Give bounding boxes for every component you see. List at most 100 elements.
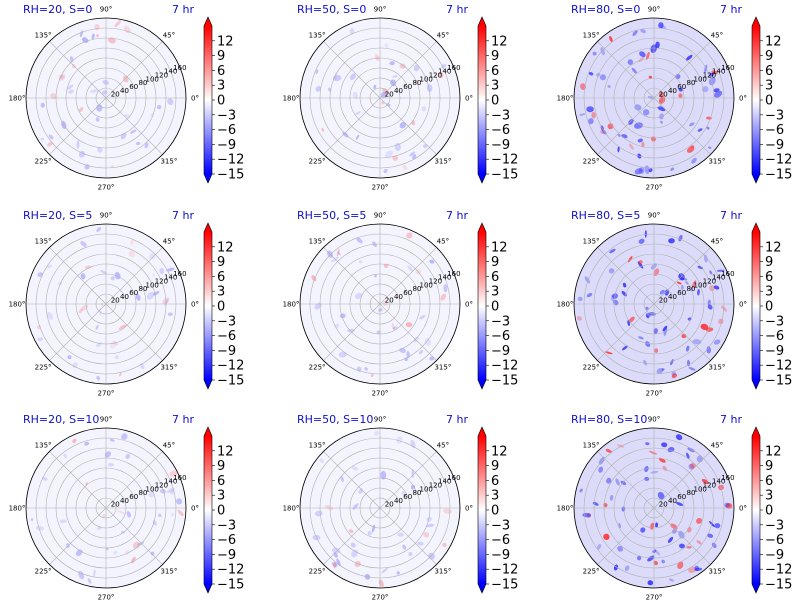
negative-anomaly (609, 248, 616, 254)
negative-anomaly (63, 453, 68, 459)
negative-anomaly (647, 580, 654, 586)
colorbar-tick-label: −9 (765, 548, 784, 563)
angle-tick-label: 180° (9, 95, 26, 103)
colorbar-tick-label: −15 (217, 168, 244, 183)
positive-anomaly (676, 281, 682, 285)
negative-anomaly (80, 241, 87, 247)
positive-anomaly (406, 232, 413, 239)
radial-tick-label: 100 (146, 281, 159, 289)
negative-anomaly (645, 341, 651, 348)
negative-anomaly (689, 122, 695, 127)
polar-frame (573, 427, 735, 589)
colorbar-tick-label: −15 (491, 374, 518, 389)
negative-anomaly (150, 551, 155, 556)
angular-gridline (653, 303, 711, 361)
radial-tick-label: 120 (703, 482, 716, 490)
negative-anomaly (167, 98, 174, 106)
negative-anomaly (714, 523, 721, 529)
negative-anomaly (423, 144, 428, 149)
negative-anomaly (157, 105, 162, 110)
negative-anomaly (35, 525, 45, 531)
colorbar-extend-max (204, 427, 212, 436)
polar-frame (25, 223, 187, 385)
negative-anomaly (356, 237, 363, 244)
negative-anomaly (392, 326, 398, 330)
angle-tick-label: 270° (372, 184, 389, 192)
angle-tick-label: 135° (583, 442, 600, 450)
negative-anomaly (713, 285, 720, 290)
positive-anomaly (653, 560, 659, 566)
colorbar-tick-label: −12 (217, 153, 244, 168)
angle-tick-label: 90° (100, 212, 112, 220)
negative-anomaly (656, 367, 664, 374)
negative-anomaly (338, 351, 347, 358)
colorbar-tick-label: 0 (491, 300, 499, 315)
negative-anomaly (413, 336, 420, 342)
radial-tick-label: 60 (677, 83, 686, 91)
negative-anomaly (706, 346, 711, 354)
polar-panel: 90°45°0°315°270°225°180°135°20 40 60 801001… (557, 3, 793, 192)
radial-tick-label: 120 (703, 72, 716, 80)
negative-anomaly (319, 458, 324, 463)
negative-anomaly (418, 349, 424, 355)
negative-anomaly (80, 273, 86, 280)
radial-tick-label: 40 (394, 497, 403, 505)
polar-frame (299, 223, 461, 385)
angular-gridline (323, 507, 381, 565)
colorbar-tick-label: −6 (217, 533, 236, 548)
angle-tick-label: 270° (646, 390, 663, 398)
negative-anomaly (164, 298, 169, 307)
colorbar-tick-label: −6 (765, 123, 784, 138)
polar-frame (299, 17, 461, 179)
negative-anomaly (84, 164, 90, 170)
negative-anomaly (407, 265, 414, 272)
negative-anomaly (647, 95, 654, 100)
positive-anomaly (696, 517, 703, 524)
negative-anomaly (686, 345, 690, 352)
polar-panel: 90°45°0°315°270°225°180°135°20 40 60 801001… (557, 209, 793, 398)
colorbar-extend-max (752, 223, 760, 232)
angle-tick-label: 315° (434, 363, 451, 371)
negative-anomaly (113, 341, 119, 346)
colorbar-outline (203, 426, 213, 594)
negative-anomaly (114, 271, 121, 280)
negative-anomaly (167, 312, 173, 316)
angle-tick-label: 180° (283, 301, 300, 309)
angle-tick-label: 90° (374, 6, 386, 14)
negative-anomaly (389, 61, 395, 66)
positive-anomaly (671, 373, 678, 379)
negative-anomaly (59, 74, 64, 79)
negative-anomaly (687, 447, 696, 453)
radial-tick-label: 60 (403, 83, 412, 91)
angle-tick-label: 90° (648, 212, 660, 220)
colorbar-gradient (204, 436, 212, 584)
angular-gridline (597, 41, 655, 99)
negative-anomaly (643, 359, 648, 366)
positive-anomaly (399, 63, 406, 69)
negative-anomaly (371, 524, 376, 533)
panel-title: RH=80, S=0 (571, 3, 640, 16)
negative-anomaly (48, 134, 54, 140)
positive-anomaly (382, 88, 390, 95)
angular-gridline (597, 303, 655, 361)
negative-anomaly (37, 272, 43, 277)
colorbar-tick-label: −3 (765, 518, 784, 533)
angle-tick-label: 0° (739, 301, 747, 309)
negative-anomaly (315, 86, 322, 92)
negative-anomaly (337, 251, 341, 256)
positive-anomaly (119, 372, 122, 377)
angular-gridline (379, 303, 437, 361)
negative-anomaly (709, 270, 713, 275)
negative-anomaly (130, 129, 137, 134)
negative-anomaly (628, 118, 634, 125)
positive-anomaly (670, 523, 678, 530)
radial-tick-label: 140 (164, 274, 177, 282)
negative-anomaly (40, 137, 44, 141)
radial-tick-label: 140 (164, 68, 177, 76)
negative-anomaly (409, 151, 416, 157)
angle-tick-label: 135° (35, 442, 52, 450)
colorbar-outline (751, 222, 761, 390)
negative-anomaly (99, 307, 102, 317)
negative-anomaly (374, 274, 377, 278)
